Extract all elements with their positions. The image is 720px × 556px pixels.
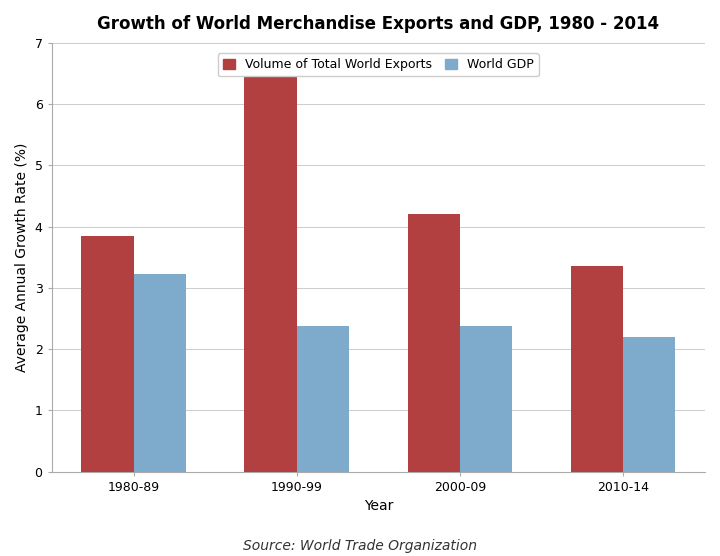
Bar [623,337,675,471]
Legend: Volume of Total World Exports, World GDP: Volume of Total World Exports, World GDP [217,53,539,76]
Title: Growth of World Merchandise Exports and GDP, 1980 - 2014: Growth of World Merchandise Exports and … [97,15,660,33]
Bar [297,326,349,471]
Y-axis label: Average Annual Growth Rate (%): Average Annual Growth Rate (%) [15,142,29,372]
Bar [245,77,297,471]
Bar [133,275,186,471]
Bar [408,215,460,471]
Bar [571,266,623,471]
Text: Source: World Trade Organization: Source: World Trade Organization [243,539,477,553]
Bar [460,326,512,471]
X-axis label: Year: Year [364,499,393,513]
Bar [81,236,133,471]
